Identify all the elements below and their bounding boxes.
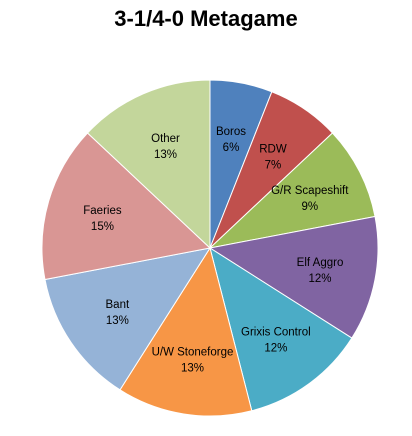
slice-name-label: U/W Stoneforge (152, 347, 234, 359)
slice-value-label: 13% (181, 363, 204, 375)
slice-name-label: Boros (216, 126, 246, 138)
pie-slice-elf-aggro (208, 215, 379, 339)
slice-value-label: 15% (91, 221, 114, 233)
pie-slice-bant (44, 247, 212, 391)
pie-slice-other (86, 79, 211, 250)
slice-value-label: 9% (301, 201, 318, 213)
slice-name-label: G/R Scapeshift (271, 185, 349, 197)
pie-slice-u-w-stoneforge (119, 246, 253, 417)
chart-title: 3-1/4-0 Metagame (114, 6, 298, 31)
pie-slice-g-r-scapeshift (208, 132, 376, 249)
pie-slice-grixis-control (209, 246, 353, 412)
slice-value-label: 12% (309, 273, 332, 285)
slice-value-label: 6% (223, 142, 240, 154)
pie-slice-faeries (41, 132, 212, 281)
slice-name-label: Bant (106, 299, 130, 311)
slice-name-label: Other (151, 133, 180, 145)
slice-name-label: Elf Aggro (297, 257, 344, 269)
slice-name-label: RDW (259, 143, 287, 155)
slice-value-label: 13% (106, 315, 129, 327)
slice-value-label: 12% (264, 343, 287, 355)
slice-value-label: 13% (154, 149, 177, 161)
slice-name-label: Faeries (83, 205, 122, 217)
slice-value-label: 7% (265, 159, 282, 171)
slice-name-label: Grixis Control (241, 327, 311, 339)
